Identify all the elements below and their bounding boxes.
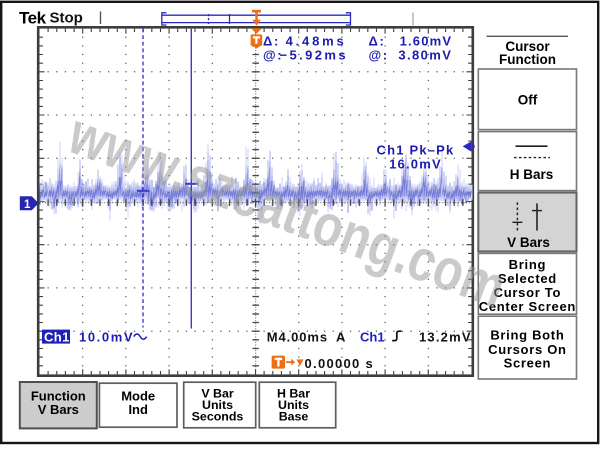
svg-text:H Bars: H Bars	[510, 167, 554, 182]
svg-text:−5.92ms: −5.92ms	[280, 48, 348, 63]
svg-text:1.60mV: 1.60mV	[400, 34, 453, 49]
svg-text:Units: Units	[278, 398, 309, 412]
svg-text:Tek: Tek	[19, 9, 47, 28]
svg-text:Bring Both: Bring Both	[490, 328, 564, 343]
svg-text:Ch1: Ch1	[44, 329, 70, 344]
svg-text:Base: Base	[279, 409, 309, 423]
svg-text:Ind: Ind	[128, 402, 148, 417]
svg-text:V Bars: V Bars	[38, 402, 79, 417]
svg-text:Mode: Mode	[121, 388, 155, 403]
svg-text:Δ:: Δ:	[369, 34, 386, 49]
svg-text:H Bar: H Bar	[277, 386, 310, 400]
svg-text:Screen: Screen	[504, 356, 552, 371]
svg-text:16.0mV: 16.0mV	[389, 156, 442, 171]
svg-text:Bring: Bring	[509, 257, 546, 272]
svg-text:10.0mV: 10.0mV	[79, 329, 134, 344]
svg-text:Center Screen: Center Screen	[479, 299, 576, 314]
svg-text:1: 1	[24, 199, 31, 211]
svg-text:A: A	[336, 329, 346, 344]
svg-text:Off: Off	[518, 92, 538, 107]
svg-text:V Bars: V Bars	[507, 235, 550, 250]
svg-text:V Bar: V Bar	[201, 386, 234, 400]
svg-text:Cursors On: Cursors On	[488, 342, 567, 357]
svg-text:@:: @:	[263, 48, 283, 63]
svg-text:Seconds: Seconds	[192, 409, 244, 423]
svg-text:3.80mV: 3.80mV	[398, 48, 452, 63]
svg-text:Cursor: Cursor	[505, 39, 550, 54]
svg-text:13.2mV: 13.2mV	[419, 330, 472, 345]
svg-text:@:: @:	[369, 48, 389, 63]
svg-text:Ch1 Pk–Pk: Ch1 Pk–Pk	[376, 143, 454, 158]
svg-text:4.48ms: 4.48ms	[286, 34, 347, 49]
svg-text:Cursor To: Cursor To	[494, 285, 561, 300]
svg-text:M4.00ms: M4.00ms	[267, 329, 328, 344]
svg-text:Function: Function	[31, 388, 86, 403]
svg-text:Units: Units	[202, 398, 233, 412]
svg-text:Δ:: Δ:	[263, 34, 280, 49]
svg-text:Ch1: Ch1	[360, 329, 385, 344]
svg-text:Function: Function	[499, 52, 556, 67]
svg-text:Stop: Stop	[50, 10, 83, 27]
svg-text:Selected: Selected	[498, 271, 557, 286]
svg-text:0.00000 s: 0.00000 s	[305, 356, 375, 371]
